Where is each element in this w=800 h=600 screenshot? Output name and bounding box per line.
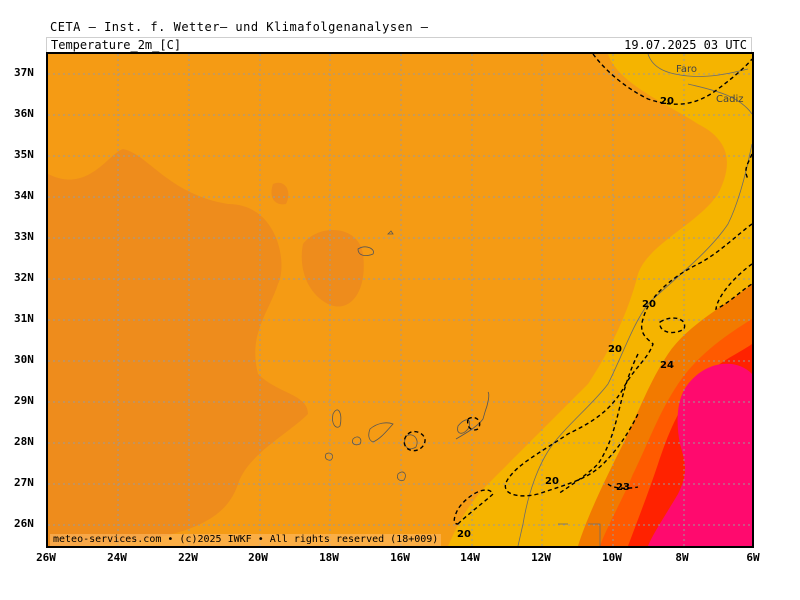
lat-label: 29N — [14, 394, 34, 407]
lon-label: 22W — [178, 551, 198, 564]
subheader-bar: Temperature_2m_[C] 19.07.2025 03 UTC — [46, 37, 752, 52]
lat-label: 28N — [14, 435, 34, 448]
lon-label: 6W — [746, 551, 760, 564]
lat-label: 33N — [14, 230, 34, 243]
lon-label: 10W — [602, 551, 622, 564]
city-label-faro: Faro — [676, 64, 697, 75]
lat-label: 36N — [14, 107, 34, 120]
city-label-cadiz: Cadiz — [716, 94, 744, 105]
lon-label: 8W — [675, 551, 689, 564]
lat-label: 32N — [14, 271, 34, 284]
lon-label: 20W — [248, 551, 268, 564]
cool-patch-west — [48, 149, 308, 546]
lat-label: 30N — [14, 353, 34, 366]
map-panel[interactable]: 20 20 20 24 20 23 20 Faro Cadiz meteo-se… — [46, 52, 754, 548]
contour-label: 24 — [660, 360, 674, 371]
contour-labels: 20 20 20 24 20 23 20 — [457, 96, 674, 540]
lat-label: 35N — [14, 148, 34, 161]
chart-title: CETA — Inst. f. Wetter— und Klimafolgena… — [50, 20, 429, 34]
lon-label: 14W — [460, 551, 480, 564]
lat-label: 37N — [14, 66, 34, 79]
lon-label: 26W — [36, 551, 56, 564]
contour-label: 23 — [616, 482, 630, 493]
cool-patch-center — [301, 230, 364, 307]
lat-label: 27N — [14, 476, 34, 489]
contour-label: 20 — [642, 299, 656, 310]
contours — [403, 54, 752, 525]
contour-label: 20 — [545, 476, 559, 487]
contour-label: 20 — [608, 344, 622, 355]
variable-label: Temperature_2m_[C] — [51, 38, 182, 52]
coastlines — [517, 54, 752, 546]
valid-time-label: 19.07.2025 03 UTC — [624, 38, 747, 52]
lon-label: 18W — [319, 551, 339, 564]
lat-label: 26N — [14, 517, 34, 530]
cool-patch-small — [271, 182, 289, 205]
lat-label: 34N — [14, 189, 34, 202]
band-30-plus — [648, 363, 752, 546]
temperature-map: 20 20 20 24 20 23 20 Faro Cadiz — [48, 54, 752, 546]
contour-label: 20 — [457, 529, 471, 540]
lon-label: 16W — [390, 551, 410, 564]
lon-label: 12W — [531, 551, 551, 564]
lon-label: 24W — [107, 551, 127, 564]
contour-label: 20 — [660, 96, 674, 107]
lat-label: 31N — [14, 312, 34, 325]
copyright-footer: meteo-services.com • (c)2025 IWKF • All … — [50, 534, 442, 546]
